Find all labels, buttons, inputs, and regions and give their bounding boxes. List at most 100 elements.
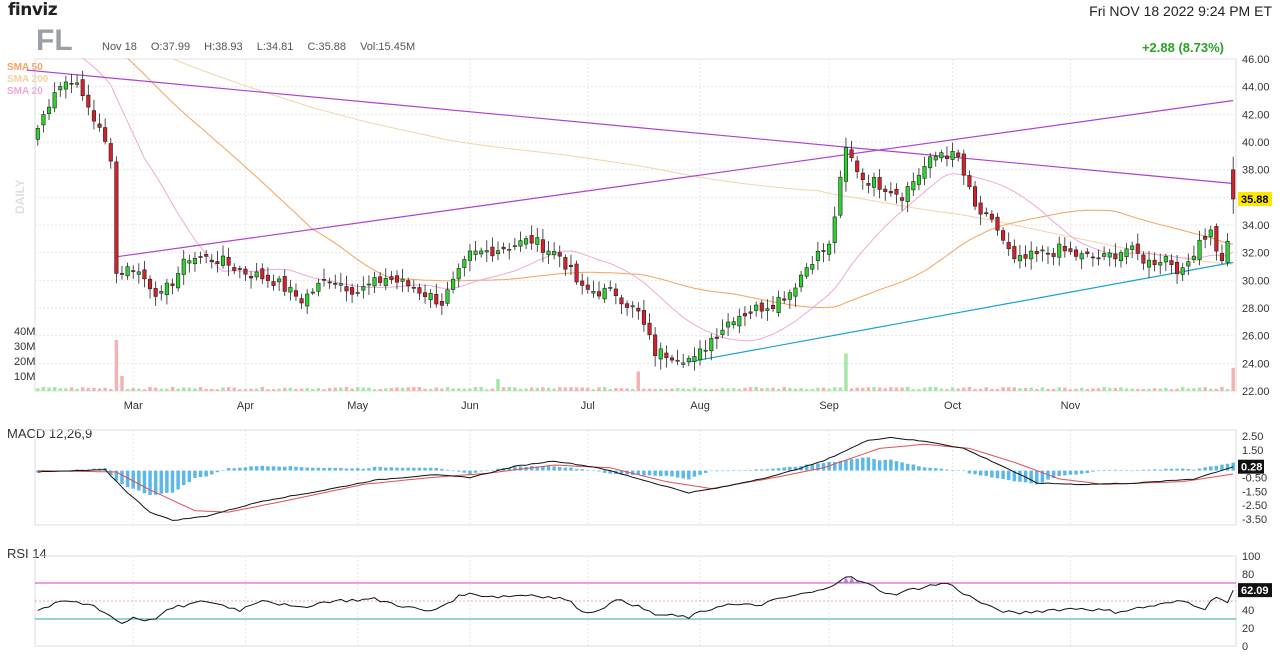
macd-tick-label: -0.50 [1242,473,1267,485]
candle-down [742,313,747,317]
volume-bar [288,387,293,391]
volume-bar [355,387,360,391]
candle-down [1006,242,1011,250]
candle-down [1113,253,1118,260]
volume-bar [765,387,770,391]
macd-histogram-bar [288,466,293,471]
price-tick-label: 42.00 [1242,109,1270,121]
candle-up [731,321,736,326]
macd-histogram-bar [109,470,113,475]
macd-histogram-bar [221,470,225,472]
candle-down [97,123,102,128]
macd-histogram-bar [1091,470,1095,472]
macd-histogram-bar [378,466,382,471]
macd-histogram-bar [153,470,158,495]
rsi-tick-label: 40 [1242,605,1254,617]
volume-bar [507,386,511,391]
macd-histogram-bar [642,470,646,476]
finviz-logo[interactable]: finviz [8,0,58,20]
macd-histogram-bar [1169,468,1174,471]
candle-up [1186,261,1191,267]
price-tick-label: 38.00 [1242,165,1270,177]
open-value: O:37.99 [150,41,191,53]
volume-bar [496,379,500,391]
volume-bar [788,387,792,391]
volume-bar [905,386,910,391]
price-tick-label: 34.00 [1242,220,1270,232]
candle-up [181,258,186,275]
macd-histogram-bar [973,470,977,475]
rsi-tick-label: 20 [1242,623,1254,635]
volume-bar [58,388,62,391]
price-tick-label: 24.00 [1242,358,1270,370]
candle-down [406,280,411,287]
volume-bar [1203,387,1207,391]
macd-histogram-bar [1107,469,1112,471]
candle-up [35,127,40,140]
candle-down [1219,253,1225,262]
volume-bar [86,387,91,391]
candle-up [192,258,197,265]
candle-up [361,286,366,291]
candle-up [546,250,551,255]
volume-bar [69,387,74,391]
volume-bar [569,387,573,391]
candle-up [518,240,523,247]
macd-histogram-bar [165,470,169,493]
candle-down [417,287,422,294]
candle-down [226,257,231,266]
volume-bar [574,387,579,391]
sma20-line [82,57,1234,342]
candle-down [103,127,108,142]
rsi-tick-label: 80 [1242,569,1254,581]
price-tick-label: 22.00 [1242,386,1270,398]
volume-bar [771,387,775,391]
volume-bar [642,388,646,391]
volume-bar [361,387,366,391]
macd-histogram-bar [428,467,433,471]
macd-panel-frame [34,429,1237,526]
macd-histogram-bar [788,466,792,471]
macd-histogram-bar [872,458,876,471]
candle-up [843,147,848,182]
candle-down [299,298,304,304]
sma50-legend: SMA 50 [7,62,43,73]
date-value: Nov 18 [102,41,137,53]
candle-up [838,176,843,216]
candle-down [232,267,237,271]
macd-tick-label: -1.50 [1242,486,1267,498]
candle-up [911,181,916,191]
macd-histogram-bar [602,470,607,473]
volume-bar [698,388,702,391]
volume-bar [535,387,540,391]
volume-bar [440,388,444,391]
macd-histogram-bar [821,463,826,471]
candle-down [91,110,96,122]
candle-down [1085,251,1090,254]
volume-bar [692,387,697,391]
volume-bar [939,388,944,391]
macd-histogram-bar [950,470,955,471]
volume-bar [934,386,938,391]
volume-bar [1169,389,1174,391]
macd-histogram-bar [529,466,534,471]
candle-up [602,287,607,300]
candle-down [243,268,248,275]
candle-up [726,321,731,328]
macd-histogram-bar [513,466,517,471]
candle-up [681,362,686,365]
macd-histogram-bar [277,466,281,471]
macd-tick-label: 2.50 [1242,431,1263,443]
candle-up [1130,245,1135,250]
macd-histogram-bar [1001,470,1005,480]
volume-bar [41,387,46,391]
macd-histogram-bar [889,459,893,471]
macd-histogram-bar [849,459,854,471]
volume-bar [625,388,629,391]
volume-bar [350,388,354,391]
volume-bar [614,388,618,391]
macd-histogram-bar [619,470,624,475]
macd-histogram-bar [198,470,203,478]
candle-up [316,282,321,292]
